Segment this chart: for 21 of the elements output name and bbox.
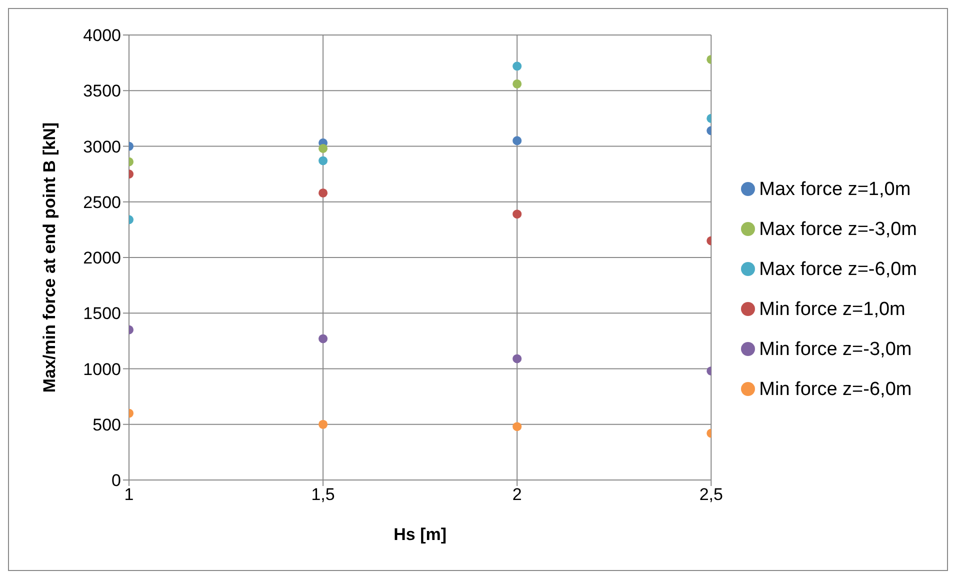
y-tick-label: 2500 [83, 192, 121, 212]
legend-label: Max force z=-6,0m [759, 258, 917, 280]
y-tick-label: 1000 [83, 360, 121, 379]
legend-label: Max force z=-3,0m [759, 218, 917, 240]
legend-label: Max force z=1,0m [759, 178, 911, 200]
y-tick-label: 4000 [83, 26, 121, 46]
y-tick-label: 3500 [83, 82, 121, 101]
x-tick-label: 2 [512, 485, 522, 504]
y-tick-label: 1500 [83, 304, 121, 324]
y-tick-label: 500 [92, 415, 121, 434]
legend-label: Min force z=-3,0m [759, 338, 912, 360]
y-tick-label: 3000 [83, 137, 121, 156]
legend-label: Min force z=1,0m [759, 298, 906, 320]
y-tick-label: 2000 [83, 248, 121, 268]
y-axis-title: Max/min force at end point B [kN] [40, 122, 60, 393]
x-axis-title: Hs [m] [394, 525, 447, 544]
legend-label: Min force z=-6,0m [759, 378, 912, 400]
x-tick-label: 1,5 [311, 485, 335, 504]
y-tick-label: 0 [112, 471, 121, 490]
x-tick-label: 1 [124, 485, 134, 504]
x-tick-label: 2,5 [699, 485, 723, 504]
